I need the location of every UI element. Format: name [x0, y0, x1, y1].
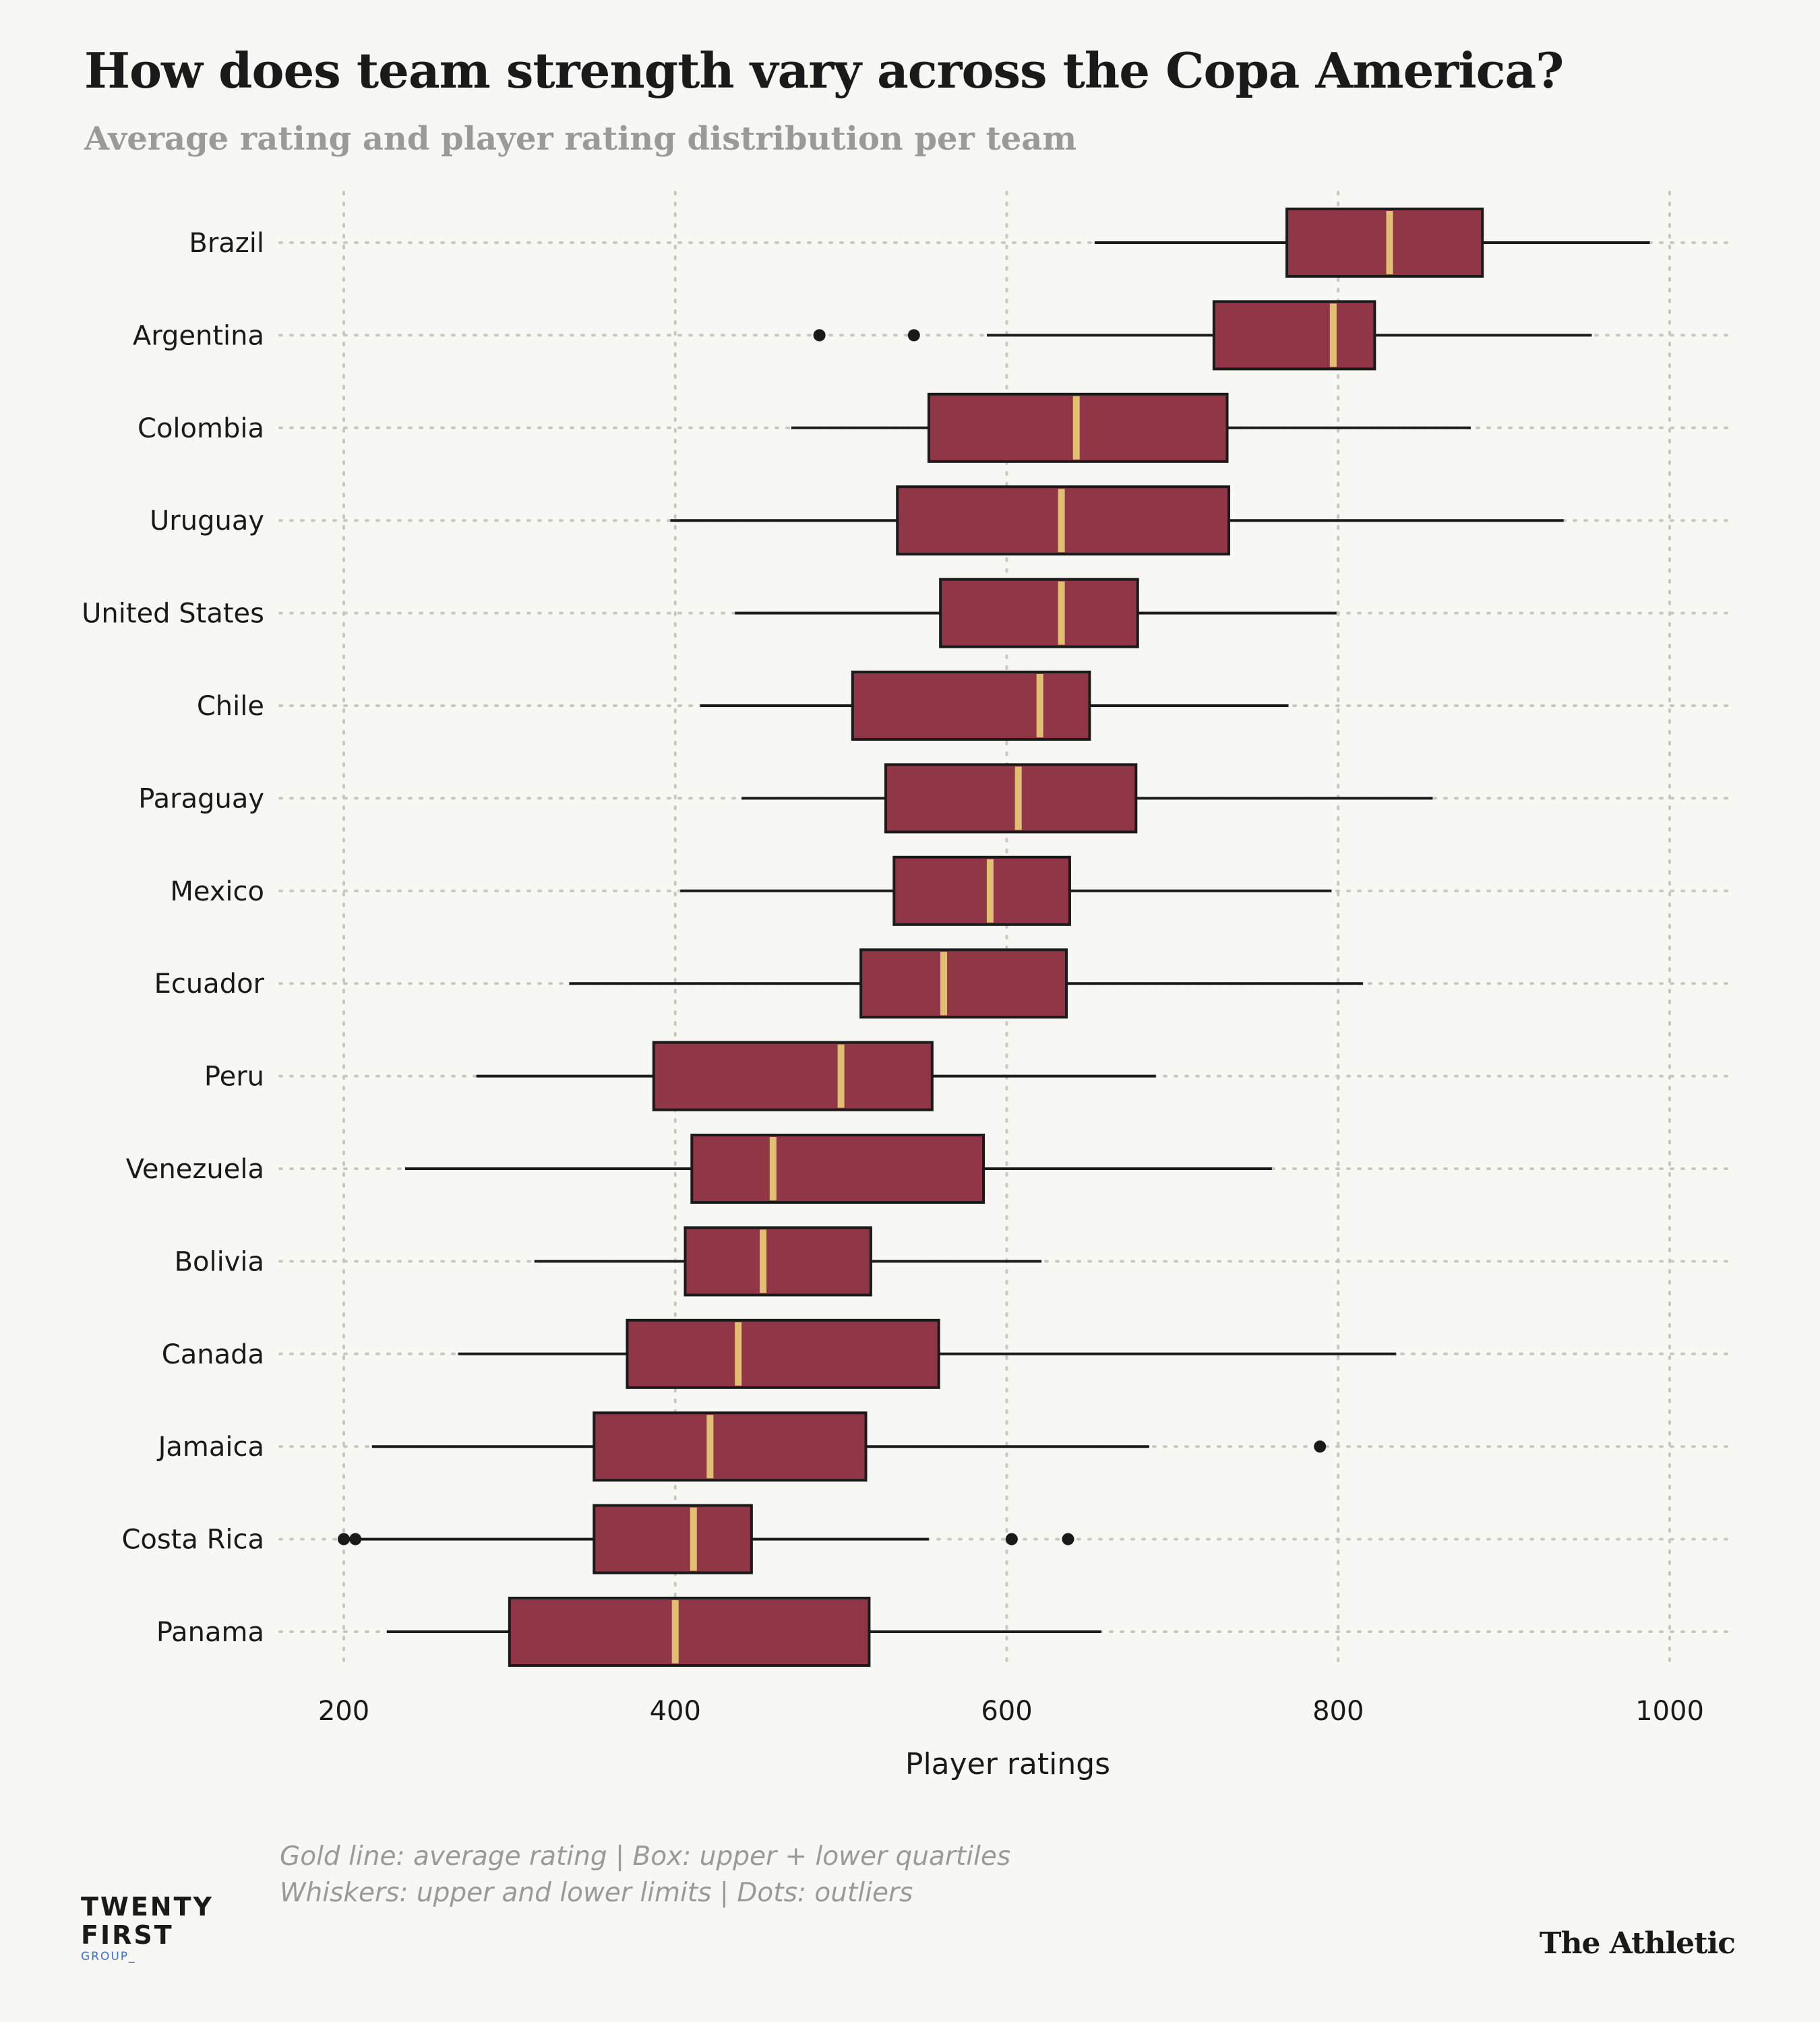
team-label: Ecuador — [154, 969, 265, 1000]
team-label: Costa Rica — [121, 1525, 264, 1556]
outlier-dot — [907, 329, 920, 342]
team-label: Canada — [162, 1339, 264, 1370]
x-axis-label: Player ratings — [905, 1747, 1110, 1781]
outlier-dot — [1005, 1533, 1018, 1545]
outlier-dot — [338, 1533, 350, 1545]
outlier-dot — [813, 329, 826, 342]
quartile-box — [851, 671, 1091, 741]
twenty-first-group-logo: TWENTY FIRST GROUP_ — [81, 1892, 214, 1963]
chart-title: How does team strength vary across the C… — [84, 42, 1564, 99]
x-tick-label: 800 — [1312, 1696, 1364, 1727]
team-label: United States — [82, 599, 264, 630]
x-tick-label: 1000 — [1635, 1696, 1704, 1727]
quartile-box — [593, 1411, 868, 1482]
quartile-box — [939, 578, 1139, 648]
quartile-box — [652, 1041, 934, 1111]
team-label: Chile — [197, 691, 264, 722]
team-label: Jamaica — [156, 1432, 264, 1463]
team-label: Panama — [156, 1617, 264, 1648]
quartile-box — [684, 1226, 872, 1297]
x-tick-label: 400 — [650, 1696, 701, 1727]
quartile-box — [593, 1504, 753, 1574]
team-label: Brazil — [189, 228, 264, 259]
chart-subtitle: Average rating and player rating distrib… — [84, 120, 1077, 158]
quartile-box — [1212, 300, 1376, 371]
team-label: Uruguay — [150, 506, 264, 537]
boxplot-chart: 200 400 600 800 1000 Player ratings Brazil Arge… — [82, 191, 1737, 1781]
outlier-dot — [1314, 1440, 1327, 1453]
team-label: Argentina — [133, 320, 264, 351]
team-label: Paraguay — [138, 783, 264, 814]
team-label: Mexico — [170, 876, 264, 907]
quartile-box — [508, 1597, 871, 1667]
quartile-box — [690, 1134, 985, 1204]
chart-footnote: Gold line: average rating | Box: upper +… — [280, 1839, 1010, 1911]
team-label: Peru — [204, 1062, 264, 1093]
footnote-line-1: Gold line: average rating | Box: upper +… — [280, 1841, 1011, 1872]
team-label: Colombia — [138, 413, 264, 444]
x-tick-label: 600 — [981, 1696, 1032, 1727]
outlier-dot — [349, 1533, 362, 1545]
team-label: Venezuela — [126, 1154, 264, 1185]
quartile-box — [859, 948, 1068, 1019]
x-tick-label: 200 — [318, 1696, 369, 1727]
footnote-line-2: Whiskers: upper and lower limits | Dots:… — [280, 1878, 913, 1908]
quartile-box — [884, 763, 1138, 834]
quartile-box — [892, 855, 1071, 926]
quartile-box — [626, 1318, 940, 1389]
the-athletic-logo: The Athletic — [1539, 1926, 1736, 1961]
team-label: Bolivia — [175, 1246, 264, 1277]
outlier-dot — [1062, 1533, 1074, 1545]
quartile-box — [1285, 208, 1484, 278]
